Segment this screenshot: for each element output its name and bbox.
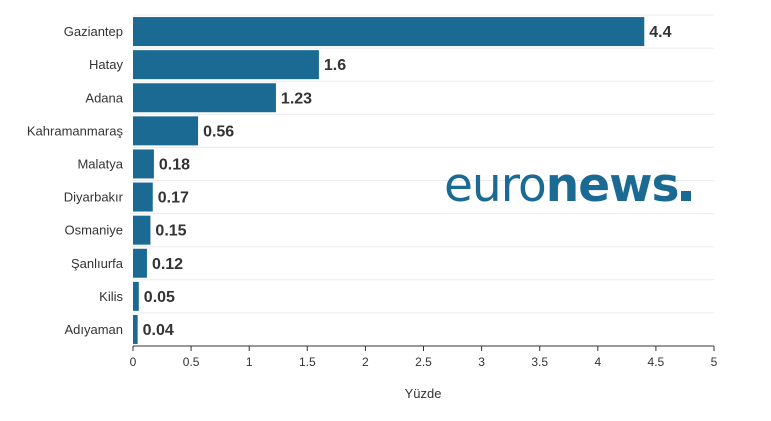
value-label: 1.23	[281, 90, 312, 107]
value-label: 0.15	[155, 223, 186, 240]
x-axis: 0 0.5 1 1.5 2 2.5 3 3.5 4 4.5 5	[130, 345, 718, 369]
x-tick-label: 1.5	[299, 355, 316, 369]
x-tick-label: 5	[711, 355, 718, 369]
bar[interactable]	[133, 17, 645, 47]
bar[interactable]	[133, 248, 147, 278]
x-tick-label: 3.5	[531, 355, 548, 369]
bar[interactable]	[133, 83, 276, 113]
category-label: Osmaniye	[64, 223, 123, 238]
category-label: Kilis	[99, 289, 123, 304]
x-tick-label: 1	[246, 355, 253, 369]
value-label: 4.4	[649, 24, 671, 41]
bars-layer: Gaziantep 4.4 Hatay 1.6 Adana 1.23 Kahramanmar…	[27, 17, 672, 344]
value-label: 0.18	[159, 156, 190, 173]
logo-dot	[681, 191, 692, 201]
category-label: Gaziantep	[64, 24, 123, 39]
value-label: 1.6	[324, 57, 346, 74]
bar[interactable]	[133, 149, 154, 179]
category-label: Hatay	[89, 57, 123, 72]
bar[interactable]	[133, 50, 319, 80]
x-tick-label: 3	[478, 355, 485, 369]
category-label: Adana	[85, 90, 123, 105]
bar[interactable]	[133, 215, 151, 245]
category-label: Adıyaman	[64, 322, 123, 337]
value-label: 0.04	[143, 322, 174, 339]
value-label: 0.17	[158, 190, 189, 207]
category-label: Diyarbakır	[64, 190, 124, 205]
value-label: 0.12	[152, 256, 183, 273]
x-tick-label: 0	[130, 355, 137, 369]
bar[interactable]	[133, 281, 139, 311]
x-tick-label: 0.5	[183, 355, 200, 369]
x-tick-label: 2.5	[415, 355, 432, 369]
x-axis-title: Yüzde	[405, 386, 442, 401]
value-label: 0.05	[144, 289, 175, 306]
bar[interactable]	[133, 314, 138, 344]
x-tick-label: 4	[594, 355, 601, 369]
logo-text-news: news	[545, 158, 680, 213]
category-label: Kahramanmaraş	[27, 123, 124, 138]
value-label: 0.56	[203, 123, 234, 140]
x-tick-label: 2	[362, 355, 369, 369]
logo-text-euro: euro	[444, 158, 547, 213]
category-label: Şanlıurfa	[71, 256, 124, 271]
euronews-logo: euronews	[444, 158, 692, 214]
bar[interactable]	[133, 116, 199, 146]
category-label: Malatya	[77, 156, 123, 171]
x-tick-label: 4.5	[648, 355, 665, 369]
bar[interactable]	[133, 182, 153, 212]
